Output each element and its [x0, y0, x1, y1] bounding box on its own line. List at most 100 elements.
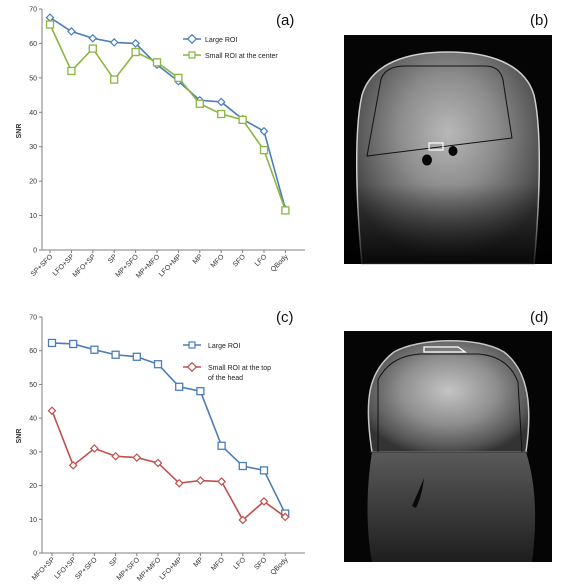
data-point-s1-10 — [259, 146, 269, 155]
legend-c-large-roi: Large ROI — [183, 341, 240, 350]
series-line-1 — [51, 410, 286, 522]
data-point-s0-8 — [216, 97, 226, 107]
data-point-s1-1 — [68, 460, 78, 470]
data-point-s1-11 — [280, 512, 290, 522]
data-point-s0-0 — [47, 338, 57, 348]
x-tick-label: SP — [108, 556, 120, 568]
x-tick-label: SP+SFO — [74, 556, 99, 581]
y-tick-label: 70 — [29, 315, 37, 322]
large-roi-outline-d — [377, 353, 523, 453]
data-point-s1-3 — [110, 75, 119, 84]
legend-c-label-1a: Small ROI at the top — [208, 365, 271, 372]
data-point-s1-2 — [90, 444, 99, 453]
data-point-s0-1 — [67, 26, 76, 36]
data-point-s0-1 — [69, 339, 78, 349]
data-point-s1-9 — [238, 515, 248, 525]
y-tick-label: 30 — [29, 144, 37, 151]
data-point-s1-5 — [153, 458, 163, 468]
x-tick-label: MP — [192, 253, 205, 266]
data-point-s0-4 — [131, 39, 140, 48]
legend-a-label-1: Small ROI at the center — [205, 53, 278, 60]
data-point-s0-9 — [238, 461, 247, 471]
series-line-0 — [49, 16, 287, 210]
legend-c-label-0: Large ROI — [208, 343, 240, 350]
y-tick-label: 50 — [29, 382, 37, 389]
y-tick-label: 40 — [29, 110, 37, 117]
ventricle-right-b — [448, 146, 458, 156]
data-point-s0-5 — [153, 360, 163, 369]
panel-label-d: (d) — [530, 309, 548, 326]
y-axis-label-c: SNR — [16, 429, 23, 444]
small-roi-box-d — [423, 346, 468, 353]
data-point-s1-2 — [88, 44, 97, 53]
y-tick-label: 10 — [29, 517, 37, 524]
data-point-s1-6 — [174, 478, 184, 488]
x-tick-label: MFO — [210, 556, 226, 572]
x-tick-label: MFO+SP — [31, 556, 57, 582]
mri-image-d — [344, 331, 552, 562]
series-layer-a — [45, 13, 290, 215]
legend-c-small-roi: Small ROI at the top of the head — [183, 361, 271, 382]
x-tick-label: MP — [192, 556, 205, 569]
x-tick-label: MP+MFO — [136, 556, 163, 583]
data-point-s0-3 — [111, 350, 120, 359]
legend-a: Large ROI Small ROI at the center — [183, 33, 278, 60]
legend-a-label-0: Large ROI — [205, 37, 237, 44]
y-tick-label: 60 — [29, 348, 37, 355]
y-tick-label: 50 — [29, 75, 37, 82]
data-point-s0-10 — [259, 466, 269, 475]
x-tick-label: MP+MFO — [135, 253, 162, 280]
data-point-s0-7 — [196, 387, 205, 396]
legend-c-label-1b: of the head — [208, 375, 243, 382]
y-tick-label: 20 — [29, 483, 37, 490]
data-point-s0-6 — [175, 382, 184, 391]
series-layer-c — [47, 338, 290, 525]
data-point-s1-8 — [217, 109, 226, 119]
data-point-s1-4 — [131, 47, 140, 57]
y-tick-label: 20 — [29, 179, 37, 186]
data-point-s1-8 — [217, 477, 226, 486]
panel-label-c: (c) — [276, 309, 294, 326]
large-roi-outline-b — [366, 65, 513, 157]
data-point-s1-11 — [281, 206, 290, 215]
ventricle-left-b — [422, 154, 432, 166]
x-tick-label: SFO — [253, 556, 269, 572]
x-tick-label: LFO — [254, 253, 269, 268]
data-point-s1-0 — [47, 406, 57, 416]
data-point-s1-7 — [195, 99, 204, 108]
x-tick-label: MFO — [210, 253, 226, 269]
data-point-s0-2 — [88, 33, 98, 43]
x-tick-label: SP — [107, 253, 119, 265]
y-ticks-c: 0 10 20 30 40 50 60 70 — [29, 315, 42, 558]
lower-region-d — [367, 452, 536, 562]
y-ticks-a: 0 10 20 30 40 50 60 70 — [29, 7, 42, 255]
data-point-s0-3 — [109, 38, 119, 47]
data-point-s1-9 — [238, 115, 247, 125]
x-tick-label: SFO — [232, 253, 248, 269]
data-point-s0-0 — [45, 13, 55, 22]
data-point-s0-10 — [259, 126, 269, 136]
legend-a-large-roi: Large ROI — [183, 33, 237, 45]
panel-label-a: (a) — [276, 12, 294, 29]
data-point-s0-4 — [132, 352, 141, 361]
data-point-s1-0 — [45, 20, 55, 29]
data-point-s1-5 — [152, 58, 162, 67]
y-tick-label: 70 — [29, 7, 37, 14]
y-tick-label: 40 — [29, 416, 37, 423]
data-point-s0-2 — [90, 345, 99, 354]
x-tick-label: SP+SFO — [30, 253, 55, 278]
y-tick-label: 10 — [29, 213, 37, 220]
legend-c: Large ROI Small ROI at the top of the he… — [183, 341, 271, 382]
head-shape-d — [367, 340, 530, 453]
data-point-s1-3 — [111, 451, 120, 461]
data-point-s0-8 — [217, 441, 226, 450]
y-axis-label-a: SNR — [16, 124, 23, 139]
data-point-s1-4 — [132, 453, 142, 462]
x-tick-label: LFO+MP — [159, 556, 184, 581]
data-point-s1-1 — [67, 66, 76, 76]
